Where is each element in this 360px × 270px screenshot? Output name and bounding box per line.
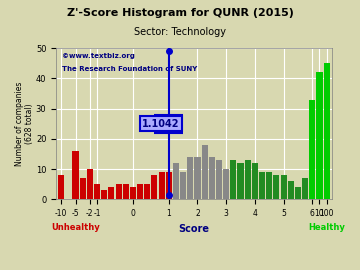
Bar [280,175,287,199]
Bar [144,184,150,199]
Bar [80,178,86,199]
Bar [87,169,93,199]
Bar [101,190,107,199]
Bar [123,184,129,199]
Bar [245,160,251,199]
Bar [194,157,201,199]
Bar [116,184,122,199]
Bar [158,172,165,199]
Bar [72,151,78,199]
Bar [216,160,222,199]
Bar [166,172,172,199]
Bar [266,172,272,199]
Text: The Research Foundation of SUNY: The Research Foundation of SUNY [62,66,197,72]
X-axis label: Score: Score [179,224,210,234]
Bar [295,187,301,199]
Bar [324,63,330,199]
Bar [130,187,136,199]
Bar [180,172,186,199]
Bar [94,184,100,199]
Bar [252,163,258,199]
Bar [309,100,315,199]
Text: Sector: Technology: Sector: Technology [134,27,226,37]
Bar [108,187,114,199]
Bar [202,145,208,199]
Bar [302,178,308,199]
Bar [273,175,279,199]
Bar [288,181,294,199]
Bar [259,172,265,199]
Bar [58,175,64,199]
Bar [316,72,323,199]
Text: Unhealthy: Unhealthy [51,223,100,232]
Bar [223,169,229,199]
Bar [238,163,244,199]
Text: 1.1042: 1.1042 [142,119,180,129]
Text: Z'-Score Histogram for QUNR (2015): Z'-Score Histogram for QUNR (2015) [67,8,293,18]
Bar [230,160,237,199]
Bar [152,175,157,199]
Y-axis label: Number of companies
(628 total): Number of companies (628 total) [15,82,35,166]
Bar [187,157,193,199]
Bar [173,163,179,199]
Text: ©www.textbiz.org: ©www.textbiz.org [62,53,135,59]
Text: Healthy: Healthy [308,223,345,232]
Bar [137,184,143,199]
Bar [209,157,215,199]
